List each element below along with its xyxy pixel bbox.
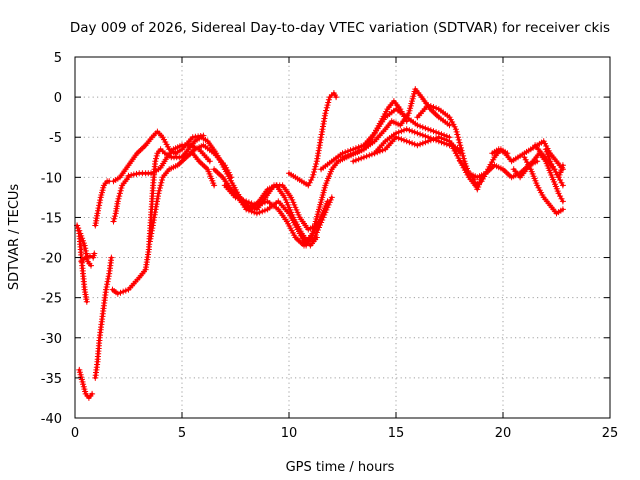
y-tick-label: 5 bbox=[54, 51, 62, 66]
x-tick-label: 25 bbox=[602, 426, 619, 441]
x-axis-label: GPS time / hours bbox=[286, 460, 395, 475]
x-tick-label: 15 bbox=[388, 426, 405, 441]
series-sat-19 bbox=[339, 86, 453, 161]
series-trace bbox=[490, 139, 565, 171]
y-tick-label: 0 bbox=[54, 91, 62, 106]
series-markers bbox=[521, 154, 566, 217]
series-sat-18 bbox=[318, 106, 453, 173]
y-tick-label: -30 bbox=[41, 332, 62, 347]
series-sat-29 bbox=[542, 146, 566, 181]
series-markers bbox=[78, 250, 98, 265]
x-tick-label: 0 bbox=[71, 426, 79, 441]
series-sat-5 bbox=[92, 254, 115, 381]
series-markers bbox=[92, 254, 115, 381]
x-tick-label: 20 bbox=[495, 426, 512, 441]
series-trace bbox=[111, 147, 216, 296]
y-tick-label: -15 bbox=[41, 211, 62, 226]
series-markers bbox=[76, 366, 96, 401]
y-tick-label: -10 bbox=[41, 171, 62, 186]
series-markers bbox=[446, 138, 511, 189]
axis-ticks: 0 5 10 15 20 25 5 0 -5 -10 -15 -20 -25 -30 -35 -40 bbox=[41, 51, 619, 441]
series-markers bbox=[286, 90, 340, 189]
series-sat-6 bbox=[92, 178, 113, 229]
data-series bbox=[74, 86, 566, 401]
series-sat-16 bbox=[286, 90, 340, 189]
series-sat-1 bbox=[76, 366, 96, 401]
y-tick-label: -40 bbox=[41, 412, 62, 427]
series-markers bbox=[92, 178, 113, 229]
grid bbox=[75, 57, 610, 418]
plot-frame bbox=[74, 56, 611, 419]
series-sat-23 bbox=[446, 138, 511, 189]
series-markers bbox=[318, 106, 453, 173]
x-tick-label: 5 bbox=[178, 426, 186, 441]
y-tick-label: -5 bbox=[49, 131, 62, 146]
series-sat-10 bbox=[110, 128, 207, 185]
series-sat-7 bbox=[110, 174, 132, 225]
series-sat-21 bbox=[371, 126, 464, 157]
series-sat-20 bbox=[350, 134, 464, 165]
series-markers bbox=[339, 86, 453, 161]
y-axis-label: SDTVAR / TECUs bbox=[7, 184, 22, 291]
series-markers bbox=[542, 146, 566, 181]
series-sat-4 bbox=[78, 250, 98, 265]
x-tick-label: 10 bbox=[281, 426, 298, 441]
y-tick-label: -20 bbox=[41, 252, 62, 267]
y-tick-label: -25 bbox=[41, 292, 62, 307]
y-tick-label: -35 bbox=[41, 372, 62, 387]
series-markers bbox=[110, 128, 207, 185]
series-sat-27 bbox=[521, 154, 566, 217]
chart-title: Day 009 of 2026, Sidereal Day-to-day VTE… bbox=[70, 20, 610, 36]
series-markers bbox=[110, 174, 132, 225]
